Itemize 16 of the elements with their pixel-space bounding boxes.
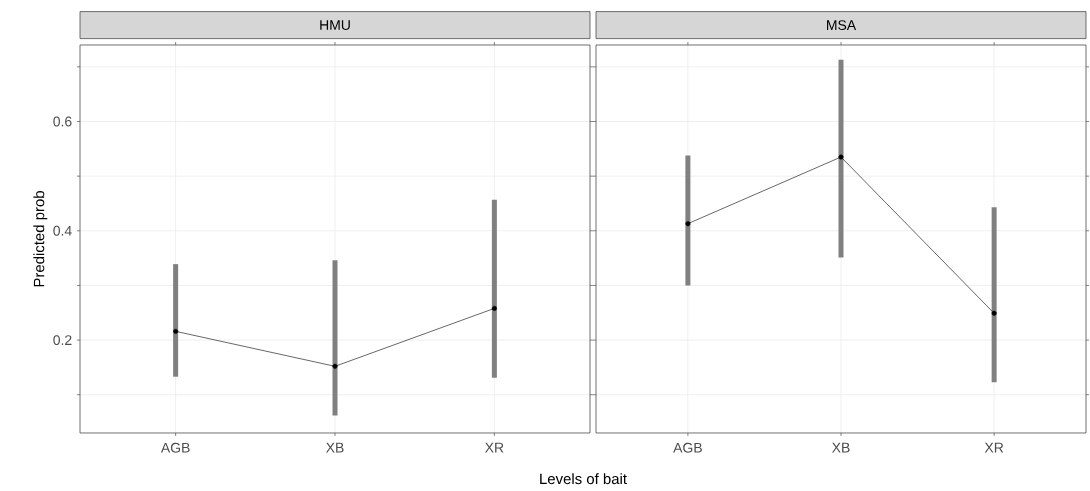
x-tick-label: XR <box>984 442 1004 453</box>
point <box>173 328 179 334</box>
x-tick-label: XR <box>485 442 504 453</box>
y-axis-title: Predicted prob <box>33 191 48 287</box>
x-tick-label: AGB <box>160 442 190 453</box>
y-tick-label: 0.4 <box>53 225 72 236</box>
point <box>491 305 497 311</box>
x-tick-label: AGB <box>673 442 702 453</box>
x-axis-title: Levels of bait <box>540 473 627 485</box>
y-tick-label: 0.2 <box>53 335 72 346</box>
chart-title: MSA <box>827 20 857 31</box>
chart-title: HMU <box>320 20 350 30</box>
x-tick-label: XB <box>832 442 850 453</box>
point <box>332 363 338 369</box>
y-tick-label: 0.6 <box>53 116 72 127</box>
x-tick-label: XB <box>326 442 344 453</box>
